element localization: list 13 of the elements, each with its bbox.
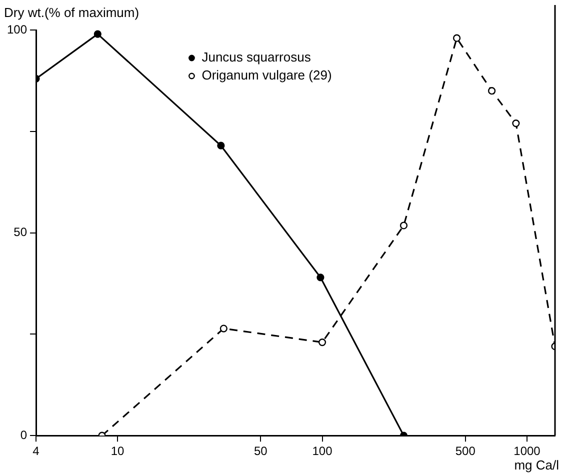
y-tick-label: 0 [20,428,28,442]
legend-label: Juncus squarrosus [202,50,312,65]
legend-label: Origanum vulgare (29) [202,68,332,83]
x-tick-label: 4 [32,444,40,458]
y-tick-label: 100 [6,22,28,36]
x-tick-label: 100 [312,444,333,458]
y-axis-title: Dry wt.(% of maximum) [4,5,140,20]
y-tick-label: 50 [14,225,28,240]
x-tick-label: 10 [110,444,124,458]
x-axis-title: mg Ca/l [514,458,560,473]
x-tick-label: 50 [254,444,268,458]
x-tick-label: 1000 [514,444,541,458]
x-tick-label: 500 [455,444,476,458]
